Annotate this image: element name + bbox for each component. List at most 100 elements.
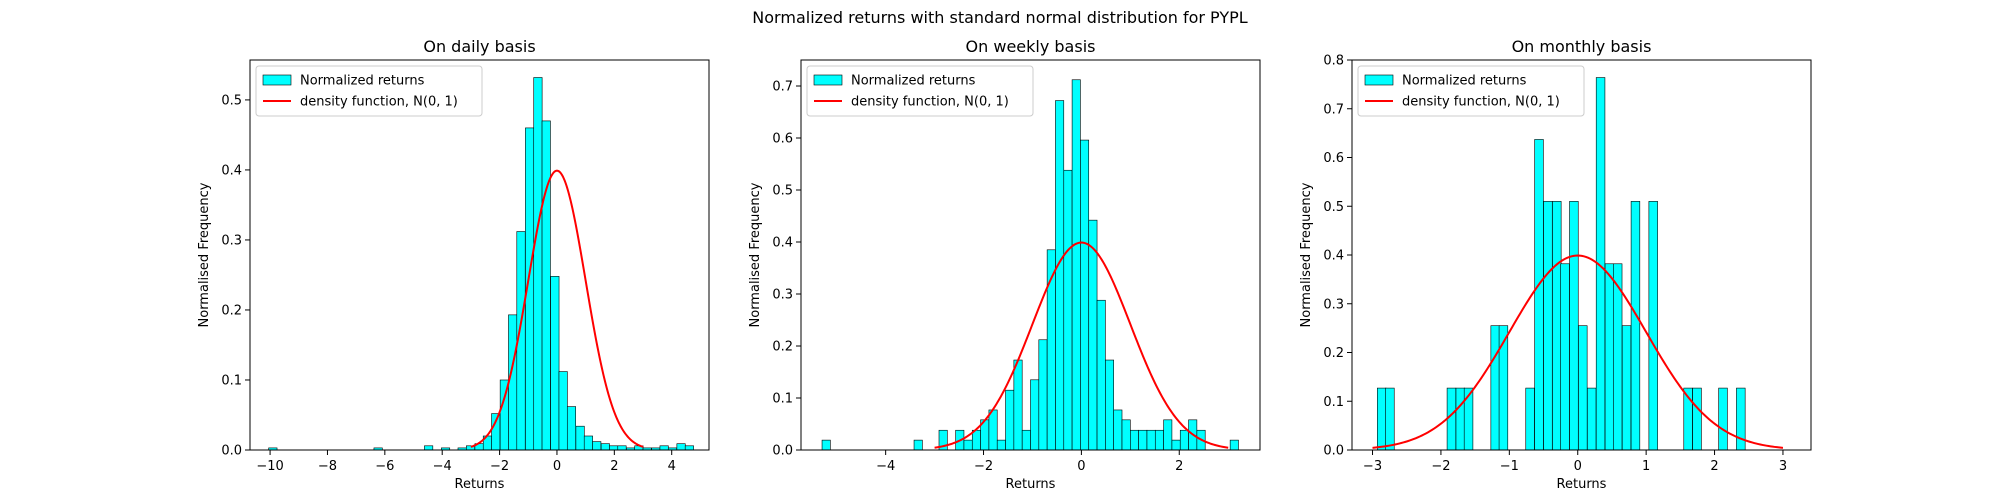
histogram-bar xyxy=(268,447,278,450)
y-tick-label: 0.3 xyxy=(1323,297,1344,312)
y-tick-label: 0.6 xyxy=(1323,151,1344,166)
histogram-bar xyxy=(1630,201,1641,450)
histogram-bar xyxy=(1071,79,1081,450)
histogram-bar xyxy=(1038,339,1048,450)
legend-bar-swatch xyxy=(262,74,292,86)
histogram-bar xyxy=(1490,325,1500,450)
histogram-bar xyxy=(617,445,627,450)
x-tick-label: −2 xyxy=(1431,459,1450,474)
histogram-bar xyxy=(600,443,610,450)
histogram-bar xyxy=(1179,429,1189,450)
histogram-bar xyxy=(963,439,973,450)
figure-title: Normalized returns with standard normal … xyxy=(752,8,1247,27)
histogram-bar xyxy=(1138,429,1148,450)
histogram-bar xyxy=(1498,325,1509,450)
histogram-bar xyxy=(1569,201,1579,450)
histogram-bar xyxy=(1377,387,1387,450)
legend-label: Normalized returns xyxy=(300,74,425,89)
x-tick-label: 3 xyxy=(1779,459,1787,474)
histogram-bar xyxy=(558,371,568,450)
legend-label: density function, N(0, 1) xyxy=(851,95,1009,110)
histogram-bars xyxy=(821,79,1239,450)
y-tick-label: 0.7 xyxy=(1323,102,1344,117)
histogram-bar xyxy=(1121,419,1131,450)
histogram-bar xyxy=(1604,263,1615,450)
legend: Normalized returns density function, N(0,… xyxy=(806,65,1034,117)
histogram-bar xyxy=(1692,387,1702,450)
histogram-bar xyxy=(1063,169,1073,450)
histogram-bar xyxy=(1587,387,1597,450)
histogram-bar xyxy=(1455,387,1465,450)
histogram-bar xyxy=(550,276,560,450)
x-axis-label: Returns xyxy=(1557,477,1607,492)
histogram-bar xyxy=(583,435,593,450)
y-tick-label: 0.4 xyxy=(772,236,793,251)
subplot-title: On weekly basis xyxy=(966,37,1096,56)
legend-box xyxy=(255,65,483,117)
x-tick-label: −3 xyxy=(1363,459,1382,474)
y-tick-label: 0.0 xyxy=(1323,444,1344,459)
legend-label: Normalized returns xyxy=(1402,74,1527,89)
y-axis-label: Normalised Frequency xyxy=(748,182,763,327)
histogram-bar xyxy=(1146,429,1156,450)
x-tick-label: −2 xyxy=(490,459,509,474)
histogram-bar xyxy=(1621,325,1632,450)
legend: Normalized returns density function, N(0,… xyxy=(1357,65,1585,117)
y-tick-label: 0.3 xyxy=(221,233,242,248)
y-tick-label: 0.5 xyxy=(221,93,242,108)
y-tick-label: 0.5 xyxy=(772,184,793,199)
x-tick-label: 0 xyxy=(553,459,561,474)
histogram-bar xyxy=(1463,387,1474,450)
x-tick-label: −6 xyxy=(375,459,394,474)
histogram-bar xyxy=(609,445,619,450)
histogram-bar xyxy=(441,447,451,450)
histogram-bar xyxy=(424,445,434,450)
density-curve xyxy=(1372,254,1784,449)
x-tick-label: −4 xyxy=(876,459,895,474)
histogram-bar xyxy=(1154,429,1164,450)
x-tick-label: −2 xyxy=(974,459,993,474)
x-tick-label: −8 xyxy=(318,459,337,474)
histogram-bar xyxy=(373,447,383,450)
histogram-bar xyxy=(1096,299,1106,450)
y-tick-label: 0.1 xyxy=(221,373,242,388)
histogram-bar xyxy=(988,409,998,450)
y-tick-label: 0.8 xyxy=(1323,54,1344,69)
y-tick-label: 0.7 xyxy=(772,80,793,95)
x-tick-label: 0 xyxy=(1077,459,1085,474)
histogram-bar xyxy=(996,439,1006,450)
histogram-bar xyxy=(1385,387,1395,450)
histogram-bar xyxy=(1552,201,1562,450)
legend-label: density function, N(0, 1) xyxy=(1402,95,1560,110)
histogram-bar xyxy=(566,406,576,450)
histogram-bar xyxy=(1718,387,1728,450)
axes-frame xyxy=(800,59,1261,451)
histogram-bar xyxy=(1171,439,1181,450)
histogram-bar xyxy=(541,120,551,450)
y-tick-label: 0.0 xyxy=(772,444,793,459)
histogram-bar xyxy=(1055,100,1065,450)
subplot-1: −10 −8 −6 −4 −2 0 2 4 0.0 0.1 0.2 0.3 0.4 0.5 On daily… xyxy=(197,37,710,492)
y-tick-label: 0.0 xyxy=(221,444,242,459)
x-tick-label: 2 xyxy=(1175,459,1183,474)
x-tick-label: 4 xyxy=(668,459,676,474)
subplot-3: −3 −2 −1 0 1 2 3 0.0 0.1 0.2 0.3 0.4 0.5 0.6 0.7 0.8 On … xyxy=(1299,37,1812,492)
histogram-bar xyxy=(1005,389,1015,450)
histogram-bar xyxy=(592,441,602,450)
histogram-bars xyxy=(1377,77,1746,450)
histogram-bar xyxy=(1525,387,1535,450)
y-tick-label: 0.1 xyxy=(772,392,793,407)
histogram-bar xyxy=(1648,201,1658,450)
histogram-bar xyxy=(659,445,669,450)
x-tick-label: −4 xyxy=(433,459,452,474)
y-axis-label: Normalised Frequency xyxy=(1299,182,1314,327)
legend-bar-swatch xyxy=(813,74,843,86)
x-tick-label: 2 xyxy=(610,459,618,474)
histogram-bar xyxy=(1446,387,1457,450)
histogram-bars xyxy=(268,77,694,450)
density-curve xyxy=(470,169,644,448)
histogram-bar xyxy=(676,443,686,450)
histogram-bar xyxy=(1130,429,1139,450)
histogram-bar xyxy=(1560,263,1570,450)
